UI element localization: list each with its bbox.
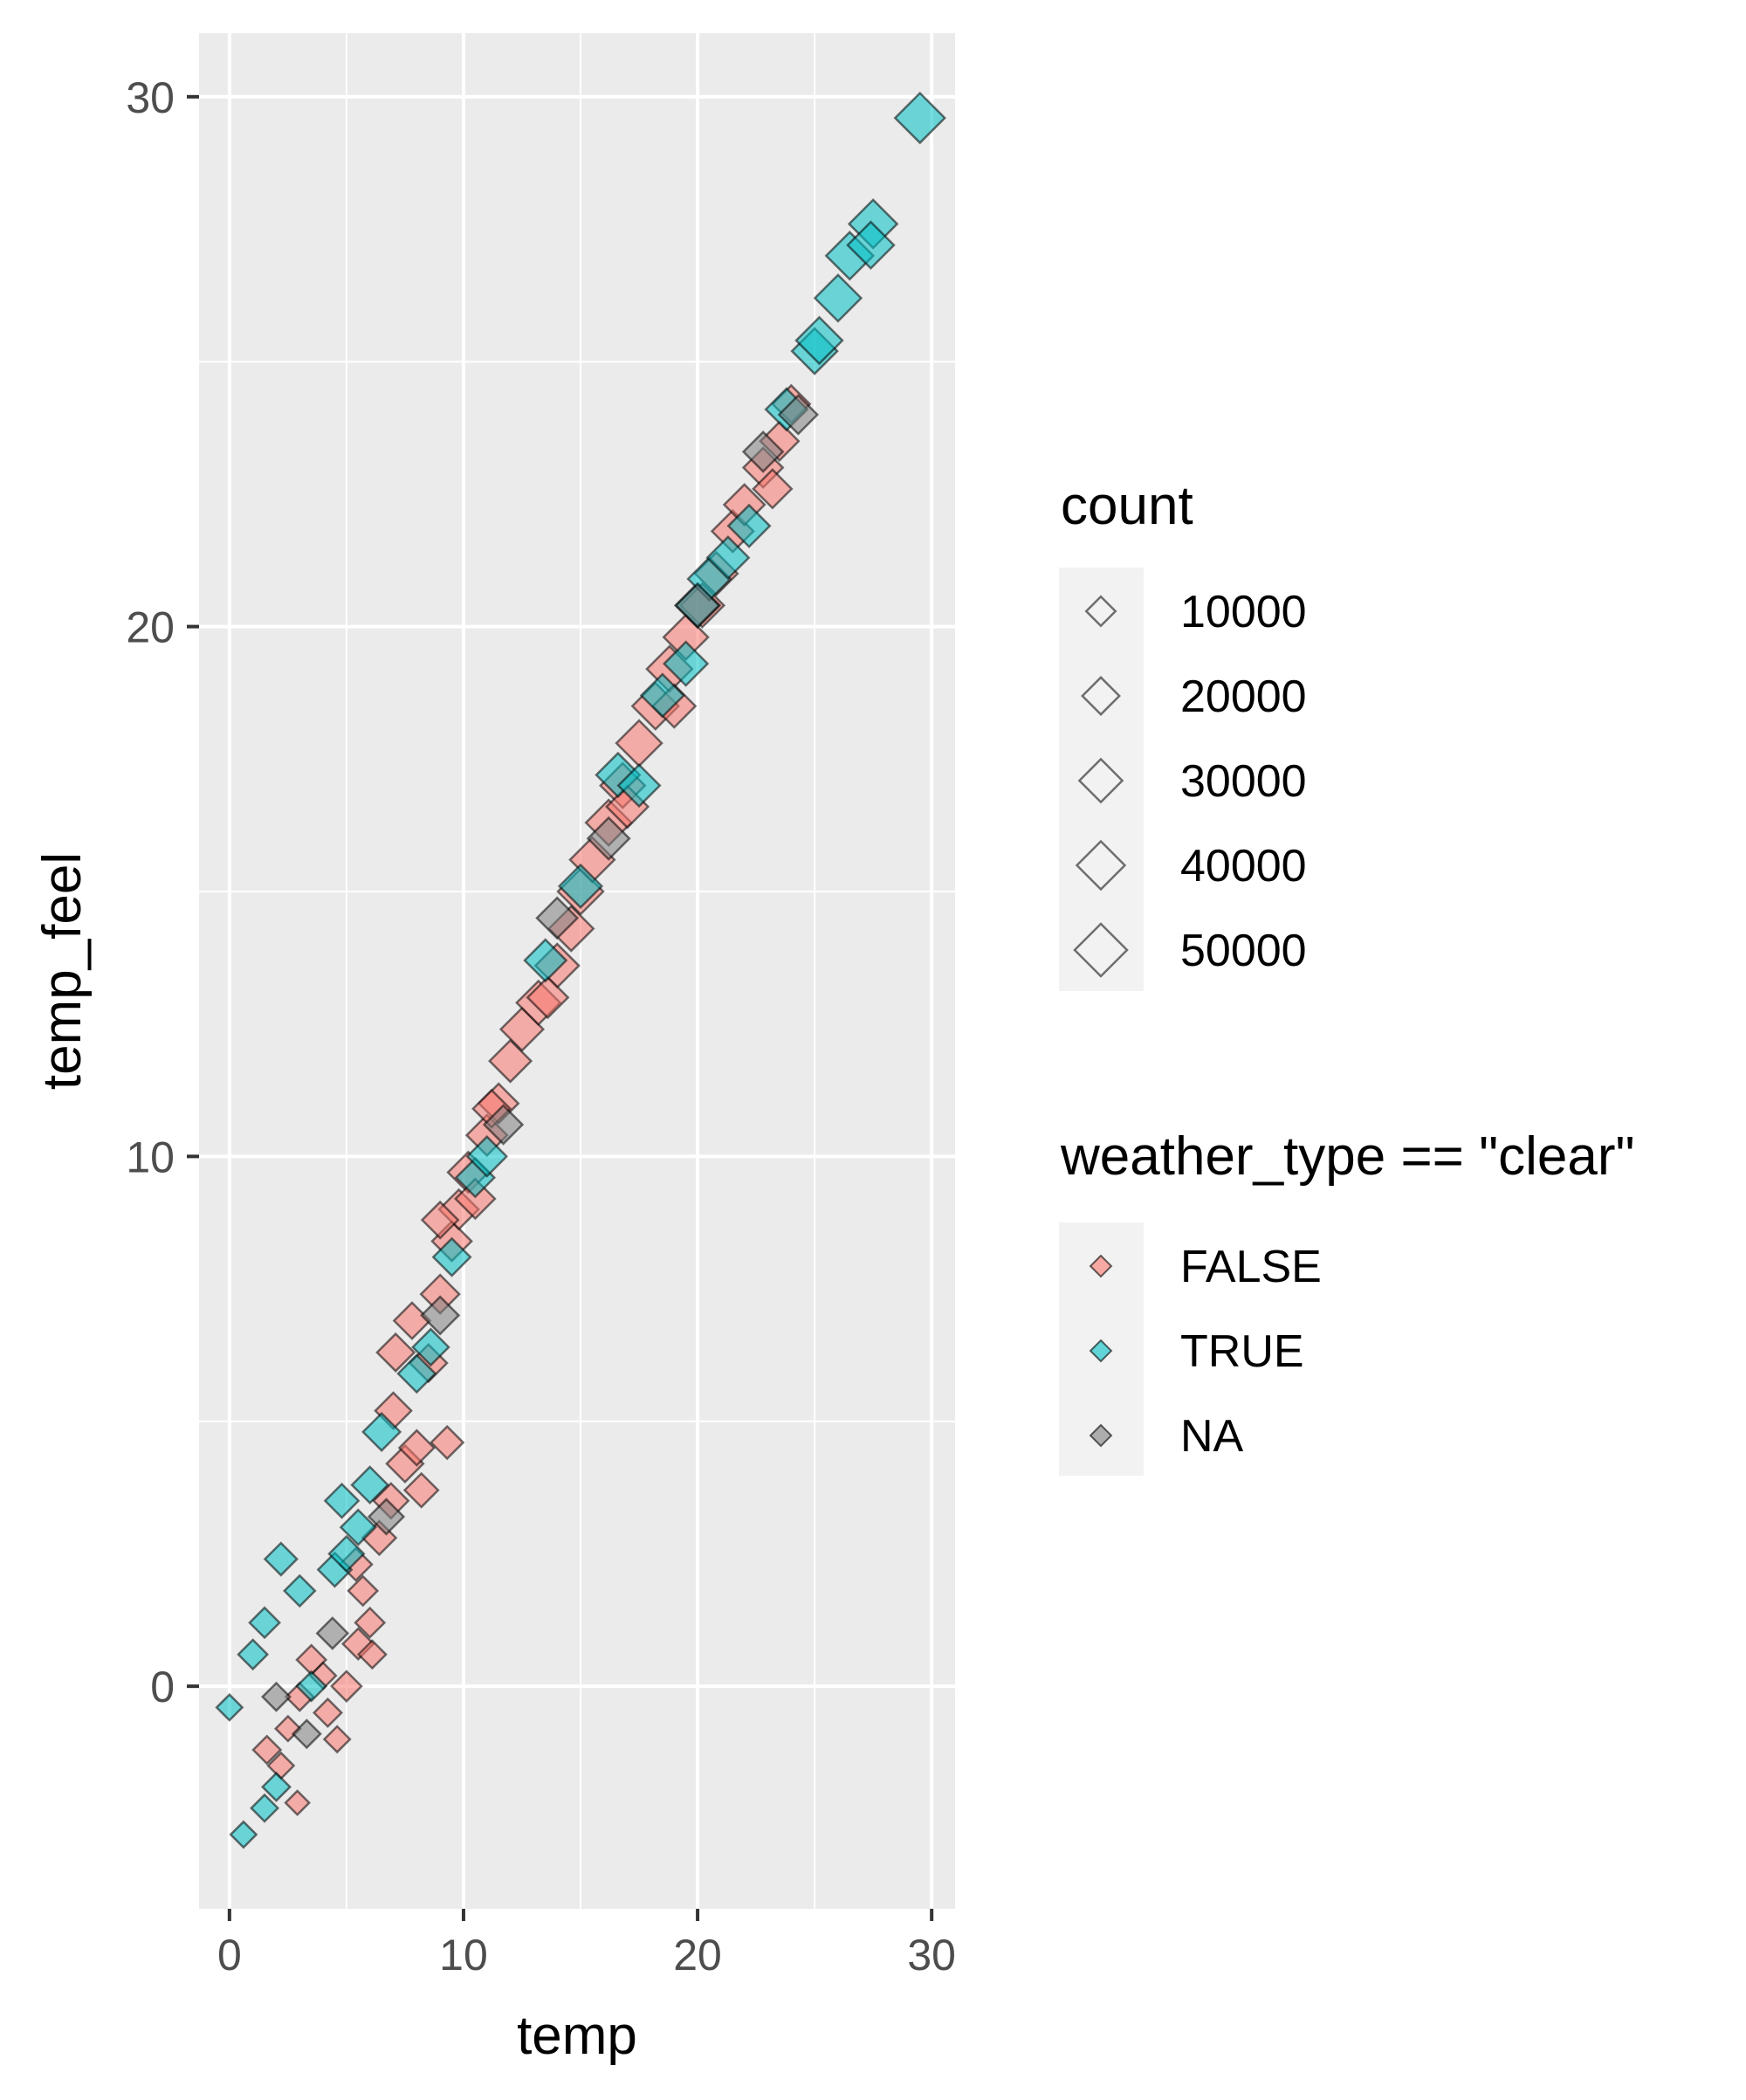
data-point — [291, 1718, 322, 1750]
color-legend-label: FALSE — [1180, 1242, 1322, 1292]
data-point — [350, 1465, 390, 1504]
data-point — [557, 863, 604, 910]
data-point — [347, 1574, 380, 1608]
data-point — [396, 1353, 437, 1394]
color-legend-label: TRUE — [1180, 1326, 1304, 1377]
data-point — [375, 1332, 416, 1373]
color-legend-title: weather_type == "clear" — [1060, 1126, 1635, 1187]
x-axis-title: temp — [517, 2006, 637, 2066]
data-point — [420, 1200, 460, 1240]
data-point — [616, 763, 662, 809]
data-point — [777, 394, 820, 436]
data-point — [354, 1606, 387, 1639]
data-point — [535, 896, 580, 940]
data-point — [454, 1177, 497, 1221]
size-legend-title: count — [1061, 476, 1193, 536]
data-point — [846, 220, 896, 270]
x-tick-label: 10 — [439, 1931, 488, 1980]
data-point — [586, 816, 631, 861]
data-point — [639, 672, 685, 719]
y-tick-label: 0 — [150, 1663, 175, 1711]
data-point — [411, 1327, 450, 1367]
size-legend-label: 10000 — [1180, 587, 1307, 637]
data-point — [260, 1771, 292, 1802]
data-point — [312, 1697, 343, 1729]
size-legend: count 10000 20000 30000 40000 50000 — [1059, 476, 1307, 991]
axes: 0 10 20 30 0 10 20 30 — [126, 73, 956, 1980]
size-legend-key — [1081, 676, 1121, 716]
color-legend-label: NA — [1180, 1411, 1244, 1462]
data-point — [526, 975, 570, 1020]
data-point — [250, 1793, 280, 1823]
color-legend-key — [1089, 1423, 1113, 1448]
data-point — [356, 1639, 388, 1670]
size-legend-key — [1084, 595, 1117, 628]
data-point — [339, 1508, 378, 1546]
data-point — [361, 1411, 402, 1452]
data-point — [251, 1734, 283, 1766]
data-point — [260, 1681, 292, 1712]
data-point — [327, 1534, 366, 1573]
data-point — [367, 1498, 406, 1536]
data-point — [705, 535, 751, 581]
data-point — [752, 468, 794, 510]
data-points — [215, 91, 947, 1849]
data-point — [284, 1789, 311, 1817]
data-point — [248, 1606, 281, 1640]
color-legend: weather_type == "clear" FALSE TRUE NA — [1059, 1126, 1635, 1476]
data-point — [397, 1429, 436, 1467]
x-tick-label: 20 — [673, 1931, 722, 1980]
data-point — [323, 1482, 361, 1519]
data-point — [465, 1135, 509, 1178]
major-gridlines — [199, 33, 955, 1909]
y-tick-label: 10 — [126, 1133, 175, 1181]
data-point — [813, 273, 863, 323]
data-point — [893, 91, 947, 145]
data-point — [229, 1820, 258, 1849]
size-legend-label: 20000 — [1180, 671, 1307, 722]
size-legend-key — [1073, 922, 1129, 978]
series-na — [260, 394, 820, 1750]
y-tick-label: 20 — [126, 603, 175, 652]
data-point — [282, 1573, 317, 1608]
size-legend-key — [1075, 839, 1127, 892]
y-tick-label: 30 — [126, 73, 175, 122]
size-legend-label: 30000 — [1180, 756, 1307, 807]
data-point — [726, 503, 772, 548]
data-point — [295, 1670, 328, 1703]
data-point — [420, 1295, 461, 1336]
color-legend-key — [1089, 1254, 1113, 1278]
x-tick-label: 30 — [907, 1931, 956, 1980]
data-point — [322, 1725, 352, 1754]
data-point — [431, 1236, 472, 1277]
data-point — [237, 1638, 270, 1671]
data-point — [482, 1104, 525, 1146]
y-axis-title: temp_feel — [32, 852, 93, 1090]
series-true — [215, 91, 947, 1849]
size-legend-label: 50000 — [1180, 926, 1307, 976]
color-legend-key — [1089, 1339, 1113, 1363]
minor-gridlines — [111, 33, 955, 1909]
data-point — [430, 1424, 465, 1461]
data-point — [674, 582, 721, 629]
data-point — [662, 640, 710, 687]
data-point — [329, 1670, 363, 1704]
data-point — [263, 1541, 299, 1577]
data-point — [523, 938, 568, 983]
data-point — [315, 1616, 350, 1650]
data-point — [402, 1471, 440, 1509]
x-tick-label: 0 — [217, 1931, 242, 1980]
size-legend-label: 40000 — [1180, 841, 1307, 892]
data-point — [488, 1038, 533, 1084]
size-legend-key-background — [1059, 568, 1144, 991]
data-point — [741, 430, 785, 473]
data-point — [794, 315, 844, 366]
data-point — [215, 1692, 244, 1722]
size-legend-key — [1077, 757, 1124, 804]
